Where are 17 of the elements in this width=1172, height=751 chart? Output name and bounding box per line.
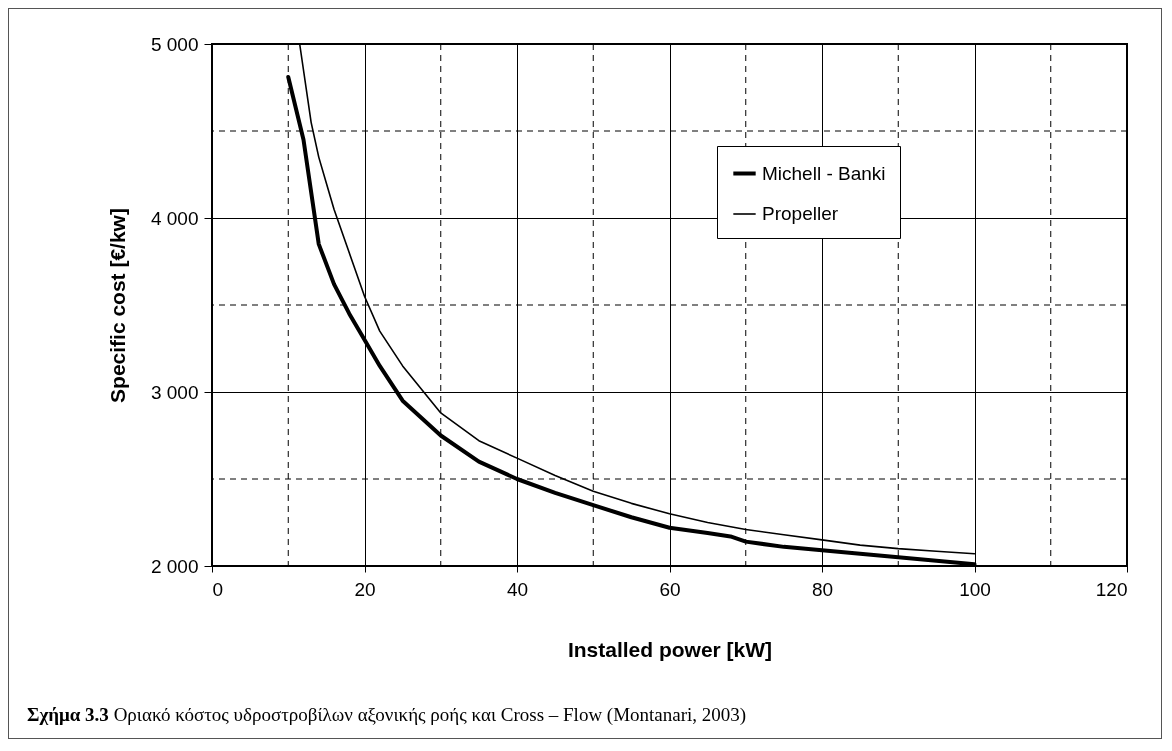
x-tick-label: 80 — [811, 578, 834, 600]
x-tick-label: 0 — [212, 578, 224, 600]
x-tick-label: 40 — [506, 578, 529, 600]
x-tick-label: 60 — [659, 578, 681, 600]
text: Σχήμα 3.3 — [27, 704, 109, 725]
y-tick-label: 2 000 — [150, 555, 199, 577]
legend-label: Propeller — [762, 203, 839, 224]
y-tick-label: 3 000 — [150, 381, 199, 403]
y-tick-label: 5 000 — [150, 33, 199, 55]
x-axis-title: Installed power [kW] — [567, 637, 773, 661]
y-axis-title: Specific cost [€/kw] — [105, 208, 129, 403]
x-tick-label: 120 — [1095, 578, 1128, 600]
x-tick-label: 20 — [354, 578, 376, 600]
x-tick-label: 100 — [959, 578, 991, 600]
legend-label: Michell - Banki — [762, 162, 886, 184]
text: Οριακό κόστος υδροστροβίλων αξονικής ροής και Cross – Flow (Montanari, 2003) — [113, 704, 747, 725]
y-tick-label: 4 000 — [150, 207, 199, 229]
